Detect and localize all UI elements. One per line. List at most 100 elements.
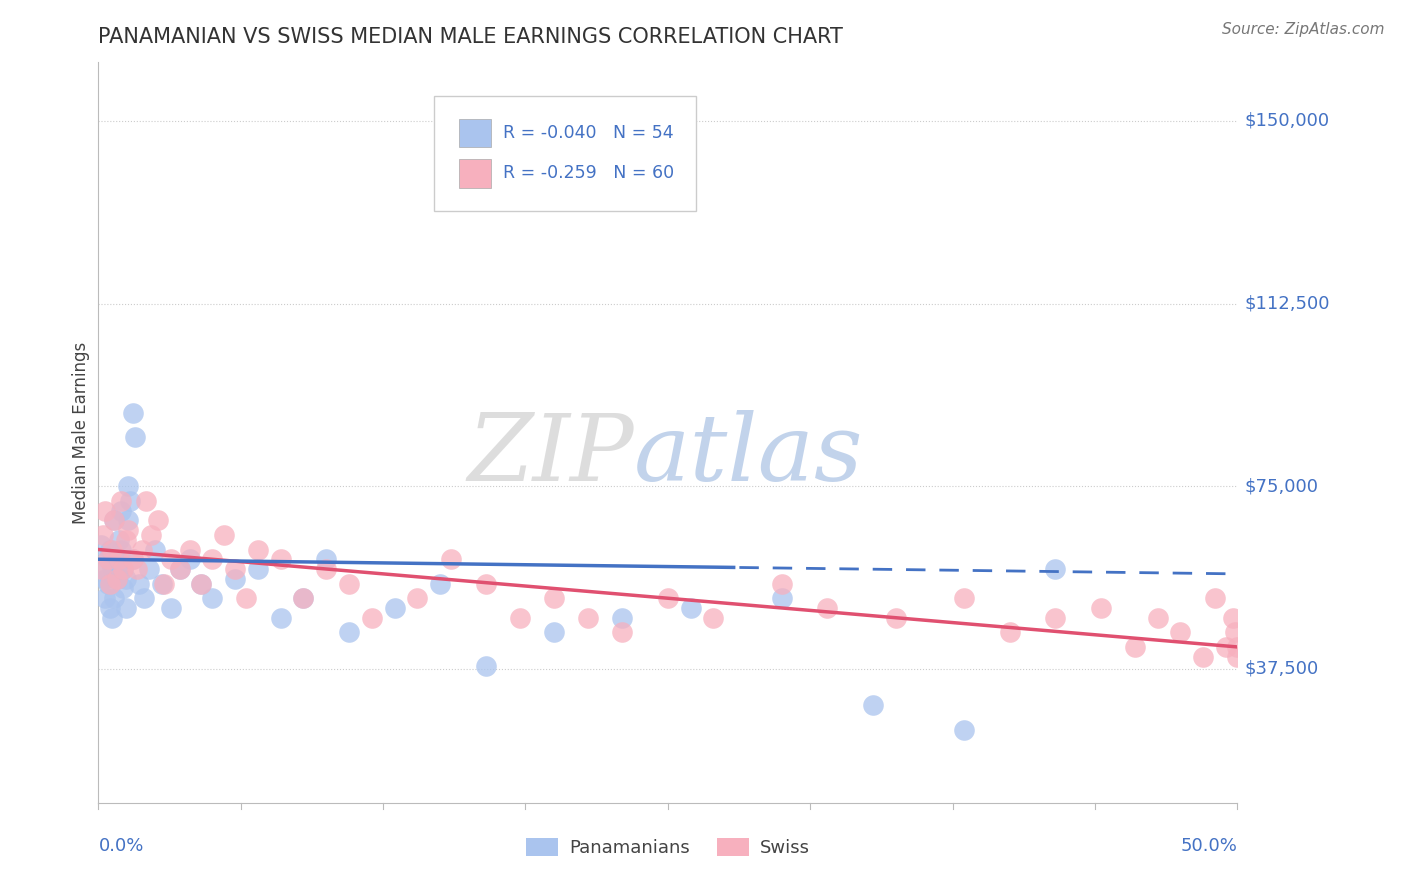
Point [139,528,162,542]
Point [120,493,142,508]
Point [146,513,169,527]
Point [101,542,124,557]
Text: ZIP: ZIP [467,409,634,500]
Point [337,576,360,591]
Point [101,610,124,624]
Point [98,601,121,615]
Point [543,625,565,640]
Point [337,625,360,640]
Point [315,552,337,566]
Point [124,430,146,444]
Point [114,601,136,615]
Point [179,552,201,566]
Text: $75,000: $75,000 [1244,477,1317,495]
Point [131,542,153,557]
Point [105,552,128,566]
Point [406,591,429,606]
Point [201,552,224,566]
Point [94,503,117,517]
Point [474,576,496,591]
Point [179,542,201,557]
Point [770,591,793,606]
Point [679,601,702,615]
Point [657,591,679,606]
Point [112,562,135,576]
Point [132,591,155,606]
Point [1090,601,1112,615]
Point [1123,640,1146,654]
Text: R = -0.040   N = 54: R = -0.040 N = 54 [503,124,673,142]
Bar [460,119,491,147]
Point [108,533,131,547]
Point [384,601,406,615]
Point [224,562,246,576]
Point [190,576,212,591]
Point [815,601,838,615]
Point [576,610,599,624]
Text: $112,500: $112,500 [1244,294,1330,312]
Point [1223,625,1246,640]
Legend: Panamanians, Swiss: Panamanians, Swiss [519,830,817,864]
Point [127,562,149,576]
Text: atlas: atlas [634,409,863,500]
Point [96,576,118,591]
Point [114,572,136,586]
Text: 50.0%: 50.0% [1181,837,1237,855]
Point [509,610,531,624]
Point [1043,610,1066,624]
Point [150,576,173,591]
Point [108,562,131,576]
Point [702,610,724,624]
Point [117,479,139,493]
Point [270,610,292,624]
Point [135,493,157,508]
Point [98,542,121,557]
Point [612,610,634,624]
Point [235,591,257,606]
Point [953,591,976,606]
Point [101,562,124,576]
Point [90,562,112,576]
Point [224,572,246,586]
FancyBboxPatch shape [434,95,696,211]
Point [1226,649,1249,664]
Point [1226,640,1249,654]
Y-axis label: Median Male Earnings: Median Male Earnings [72,342,90,524]
Point [94,591,117,606]
Point [770,576,793,591]
Point [315,562,337,576]
Text: PANAMANIAN VS SWISS MEDIAN MALE EARNINGS CORRELATION CHART: PANAMANIAN VS SWISS MEDIAN MALE EARNINGS… [98,27,844,47]
Point [112,582,135,596]
Point [1215,640,1237,654]
Point [169,562,191,576]
Point [103,513,125,527]
Point [292,591,315,606]
Point [96,552,118,566]
Point [121,406,143,420]
Point [128,576,150,591]
Point [169,562,191,576]
Point [1146,610,1168,624]
Point [440,552,463,566]
Point [1043,562,1066,576]
Point [117,523,139,537]
Point [1204,591,1226,606]
Point [1222,610,1244,624]
Point [270,552,292,566]
Text: $37,500: $37,500 [1244,660,1319,678]
Point [543,591,565,606]
Point [190,576,212,591]
Point [138,562,160,576]
Point [160,552,183,566]
Point [246,542,269,557]
Point [862,698,884,713]
Point [1170,625,1192,640]
Point [292,591,315,606]
Point [429,576,451,591]
Point [145,542,167,557]
Point [114,533,136,547]
Point [112,562,135,576]
Point [105,572,128,586]
Point [91,528,114,542]
Text: R = -0.259   N = 60: R = -0.259 N = 60 [503,164,673,183]
